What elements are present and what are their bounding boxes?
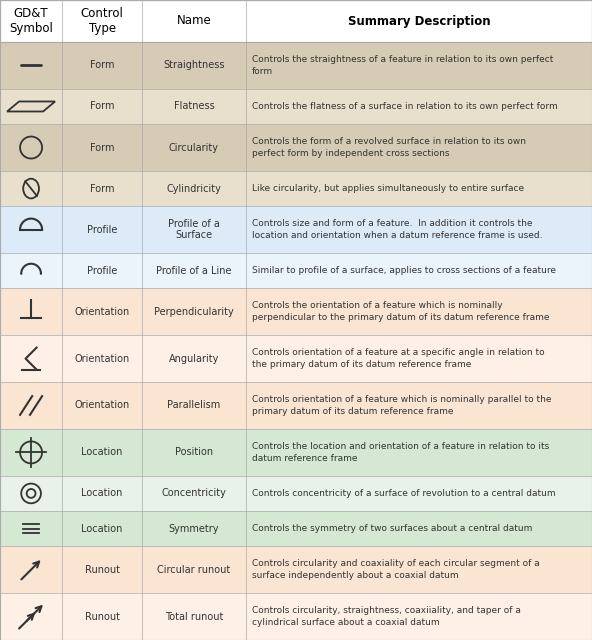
Text: Perpendicularity: Perpendicularity xyxy=(154,307,234,317)
Text: Orientation: Orientation xyxy=(75,353,130,364)
Text: Controls the straightness of a feature in relation to its own perfect
form: Controls the straightness of a feature i… xyxy=(252,55,553,76)
Text: Angularity: Angularity xyxy=(169,353,219,364)
Bar xyxy=(0,476,592,511)
Text: Controls circularity and coaxiality of each circular segment of a
surface indepe: Controls circularity and coaxiality of e… xyxy=(252,559,539,580)
Text: Location: Location xyxy=(82,447,123,458)
Bar xyxy=(0,89,592,124)
Text: Cylindricity: Cylindricity xyxy=(166,184,221,193)
Bar xyxy=(0,42,592,89)
Text: Orientation: Orientation xyxy=(75,401,130,410)
Text: Controls orientation of a feature which is nominally parallel to the
primary dat: Controls orientation of a feature which … xyxy=(252,395,551,416)
Bar xyxy=(0,593,592,640)
Text: Profile of a Line: Profile of a Line xyxy=(156,266,231,276)
Bar xyxy=(0,335,592,382)
Bar xyxy=(0,206,592,253)
Bar xyxy=(0,429,592,476)
Text: Location: Location xyxy=(82,488,123,499)
Bar xyxy=(0,0,592,42)
Text: Location: Location xyxy=(82,524,123,534)
Bar xyxy=(0,171,592,206)
Text: Controls the symmetry of two surfaces about a central datum: Controls the symmetry of two surfaces ab… xyxy=(252,524,532,533)
Text: Summary Description: Summary Description xyxy=(348,15,490,28)
Text: Runout: Runout xyxy=(85,612,120,621)
Text: Profile of a
Surface: Profile of a Surface xyxy=(168,219,220,241)
Text: Orientation: Orientation xyxy=(75,307,130,317)
Text: Similar to profile of a surface, applies to cross sections of a feature: Similar to profile of a surface, applies… xyxy=(252,266,556,275)
Text: Profile: Profile xyxy=(87,225,117,235)
Bar xyxy=(0,124,592,171)
Text: Controls orientation of a feature at a specific angle in relation to
the primary: Controls orientation of a feature at a s… xyxy=(252,348,544,369)
Text: Flatness: Flatness xyxy=(173,102,214,111)
Text: Controls the form of a revolved surface in relation to its own
perfect form by i: Controls the form of a revolved surface … xyxy=(252,137,526,158)
Text: Profile: Profile xyxy=(87,266,117,276)
Text: Parallelism: Parallelism xyxy=(168,401,220,410)
Text: Like circularity, but applies simultaneously to entire surface: Like circularity, but applies simultaneo… xyxy=(252,184,524,193)
Text: Form: Form xyxy=(90,102,114,111)
Text: Controls size and form of a feature.  In addition it controls the
location and o: Controls size and form of a feature. In … xyxy=(252,220,542,240)
Text: Controls concentricity of a surface of revolution to a central datum: Controls concentricity of a surface of r… xyxy=(252,489,555,498)
Text: Name: Name xyxy=(176,15,211,28)
Text: Total runout: Total runout xyxy=(165,612,223,621)
Text: Position: Position xyxy=(175,447,213,458)
Text: Form: Form xyxy=(90,143,114,152)
Text: Control
Type: Control Type xyxy=(81,7,124,35)
Text: Concentricity: Concentricity xyxy=(162,488,226,499)
Text: Controls the location and orientation of a feature in relation to its
datum refe: Controls the location and orientation of… xyxy=(252,442,549,463)
Bar xyxy=(0,546,592,593)
Text: Circularity: Circularity xyxy=(169,143,219,152)
Bar xyxy=(0,511,592,546)
Text: Straightness: Straightness xyxy=(163,60,224,70)
Text: Symmetry: Symmetry xyxy=(169,524,219,534)
Text: Runout: Runout xyxy=(85,564,120,575)
Text: Circular runout: Circular runout xyxy=(157,564,230,575)
Bar xyxy=(0,288,592,335)
Text: Controls the flatness of a surface in relation to its own perfect form: Controls the flatness of a surface in re… xyxy=(252,102,558,111)
Text: Form: Form xyxy=(90,184,114,193)
Bar xyxy=(0,382,592,429)
Text: Controls the orientation of a feature which is nominally
perpendicular to the pr: Controls the orientation of a feature wh… xyxy=(252,301,549,322)
Text: Form: Form xyxy=(90,60,114,70)
Bar xyxy=(0,253,592,288)
Text: GD&T
Symbol: GD&T Symbol xyxy=(9,7,53,35)
Text: Controls circularity, straightness, coaxiiality, and taper of a
cylindrical surf: Controls circularity, straightness, coax… xyxy=(252,606,520,627)
